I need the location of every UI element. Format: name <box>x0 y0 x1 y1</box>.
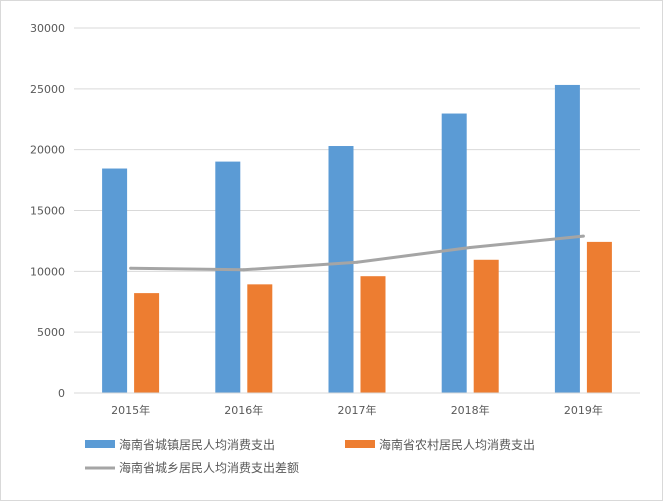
bar-urban-2 <box>328 146 354 393</box>
bar-rural-3 <box>473 259 499 393</box>
x-tick-label: 2019年 <box>564 403 603 417</box>
difference-point-1 <box>242 268 246 272</box>
bar-rural-2 <box>360 276 386 393</box>
x-tick-label: 2018年 <box>451 403 490 417</box>
y-tick-label: 30000 <box>30 22 65 35</box>
bar-urban-3 <box>441 113 467 393</box>
x-axis-ticks: 2015年 2016年 2017年 2018年 2019年 <box>74 392 640 417</box>
difference-point-0 <box>129 266 133 270</box>
bar-urban-0 <box>102 168 128 393</box>
y-tick-label: 10000 <box>30 265 65 278</box>
legend-label: 海南省农村居民人均消费支出 <box>379 437 535 452</box>
bar-urban-1 <box>215 161 241 393</box>
y-tick-label: 15000 <box>30 205 65 218</box>
difference-point-4 <box>581 234 585 238</box>
legend-item-1: 海南省农村居民人均消费支出 <box>345 437 535 452</box>
y-axis-ticks: 0 5000 10000 15000 20000 25000 30000 <box>30 22 65 400</box>
legend: 海南省城镇居民人均消费支出 海南省农村居民人均消费支出海南省城乡居民人均消费支出差… <box>85 437 535 475</box>
x-tick-label: 2016年 <box>224 403 263 417</box>
bar-rural-1 <box>247 284 273 393</box>
legend-item-2: 海南省城乡居民人均消费支出差额 <box>85 460 299 475</box>
legend-label: 海南省城镇居民人均消费支出 <box>119 437 275 452</box>
y-tick-label: 5000 <box>37 326 65 339</box>
legend-label: 海南省城乡居民人均消费支出差额 <box>119 460 299 475</box>
y-tick-label: 0 <box>58 387 65 400</box>
bar-rural-4 <box>586 241 612 393</box>
bar-rural-0 <box>134 293 160 393</box>
difference-point-2 <box>355 260 359 264</box>
difference-line <box>129 234 585 272</box>
y-tick-label: 20000 <box>30 144 65 157</box>
difference-series-line <box>130 234 584 272</box>
legend-swatch <box>85 440 115 448</box>
legend-swatch <box>345 440 375 448</box>
x-tick-label: 2015年 <box>111 403 150 417</box>
y-tick-label: 25000 <box>30 83 65 96</box>
gridlines <box>74 27 640 394</box>
difference-point-3 <box>468 245 472 249</box>
x-tick-label: 2017年 <box>338 403 377 417</box>
bars <box>102 84 612 393</box>
legend-item-0: 海南省城镇居民人均消费支出 <box>85 437 275 452</box>
